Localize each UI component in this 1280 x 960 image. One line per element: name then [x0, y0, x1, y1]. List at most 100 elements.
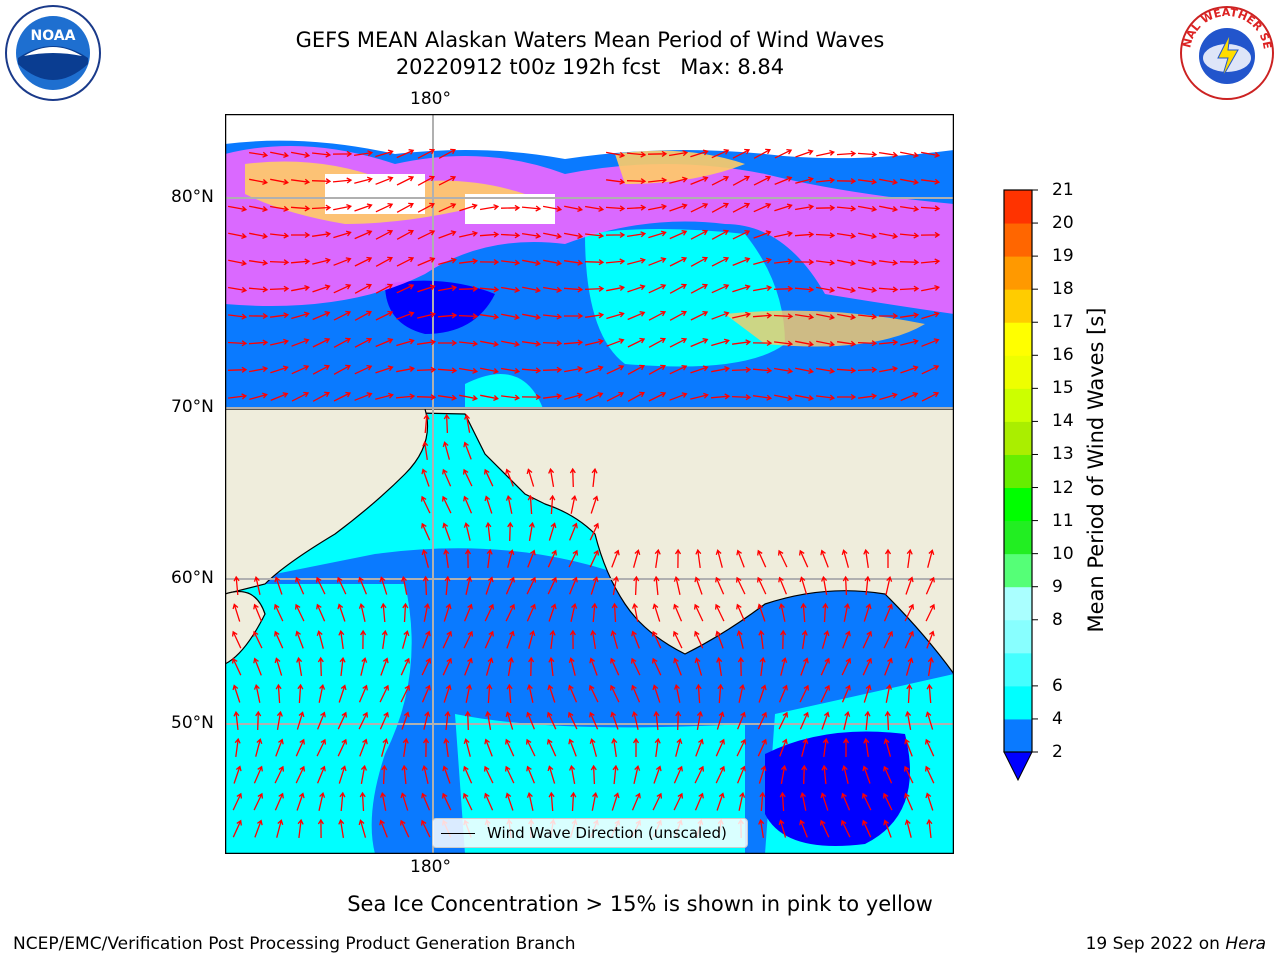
wave-direction-arrow [417, 311, 437, 319]
wave-direction-arrow [402, 602, 409, 623]
wave-direction-arrow [464, 548, 472, 569]
wave-direction-arrow [648, 177, 668, 184]
wave-direction-arrow [626, 178, 647, 185]
footer-date: 19 Sep 2022 on [1085, 934, 1226, 954]
wave-direction-arrow [227, 340, 248, 347]
wave-direction-arrow [591, 602, 598, 623]
colorbar-tick-label: 21 [1052, 180, 1074, 200]
wave-direction-arrow [548, 791, 555, 812]
wave-direction-arrow [402, 737, 409, 757]
wave-direction-arrow [690, 338, 709, 348]
wave-direction-arrow [732, 311, 752, 319]
wave-direction-arrow [248, 339, 269, 346]
wave-direction-arrow [396, 311, 415, 320]
wave-direction-arrow [269, 285, 290, 292]
wave-direction-arrow [564, 205, 583, 213]
wave-direction-arrow [249, 205, 268, 213]
wave-direction-arrow [606, 178, 626, 185]
wave-direction-arrow [255, 710, 262, 731]
wave-direction-arrow [626, 231, 647, 238]
wave-direction-arrow [584, 259, 605, 266]
wave-direction-arrow [758, 818, 765, 839]
wave-direction-arrow [883, 603, 893, 622]
wave-direction-arrow [526, 765, 536, 784]
wave-direction-arrow [248, 312, 269, 320]
wave-direction-arrow [711, 256, 730, 267]
wave-direction-arrow [841, 684, 851, 703]
wave-direction-arrow [836, 178, 857, 185]
wave-direction-arrow [465, 575, 473, 595]
wave-direction-arrow [837, 340, 857, 347]
wave-direction-arrow [631, 603, 639, 622]
wave-direction-arrow [526, 791, 534, 811]
wave-direction-arrow [669, 364, 688, 375]
wave-direction-arrow [732, 202, 751, 213]
wave-direction-arrow [794, 286, 815, 293]
wave-direction-arrow [836, 232, 857, 239]
wave-direction-arrow [526, 576, 537, 595]
wave-direction-arrow [863, 684, 872, 703]
wave-direction-arrow [585, 392, 604, 402]
wave-direction-arrow [798, 549, 809, 568]
wave-direction-arrow [421, 764, 429, 784]
wave-direction-arrow [249, 178, 268, 186]
wave-direction-arrow [778, 602, 786, 622]
lon-label-top: 180° [410, 89, 451, 109]
wave-direction-arrow [442, 522, 451, 541]
wave-direction-arrow [375, 392, 394, 400]
wave-direction-arrow [527, 549, 536, 568]
wave-direction-arrow [339, 656, 346, 676]
wave-direction-arrow [526, 711, 536, 730]
wave-direction-arrow [925, 711, 934, 730]
wave-direction-arrow [396, 256, 415, 267]
wave-direction-arrow [843, 603, 851, 622]
wave-direction-arrow [690, 310, 709, 321]
wave-direction-arrow [862, 819, 872, 838]
wave-direction-arrow [627, 364, 645, 375]
wave-direction-arrow [883, 819, 892, 838]
wave-direction-arrow [841, 657, 852, 676]
wave-direction-arrow [564, 366, 583, 373]
wave-direction-arrow [500, 232, 521, 239]
wave-direction-arrow [878, 286, 899, 293]
wave-direction-arrow [878, 339, 899, 346]
wave-direction-arrow [486, 683, 493, 704]
wave-direction-arrow [375, 149, 394, 158]
wave-direction-arrow [794, 259, 815, 266]
wave-direction-arrow [738, 684, 746, 703]
wave-direction-arrow [359, 738, 368, 757]
wave-direction-arrow [528, 656, 535, 677]
colorbar-tick-label: 8 [1052, 609, 1063, 630]
wave-direction-arrow [926, 683, 933, 704]
wave-direction-arrow [694, 765, 705, 784]
wave-direction-arrow [924, 765, 935, 784]
wave-direction-arrow [924, 738, 935, 757]
wave-direction-arrow [920, 205, 941, 212]
wave-direction-arrow [375, 310, 394, 321]
wave-direction-arrow [690, 149, 709, 158]
wave-direction-arrow [417, 339, 437, 346]
wave-direction-arrow [774, 148, 793, 159]
wave-direction-arrow [588, 684, 599, 703]
wave-direction-arrow [505, 468, 514, 487]
wave-direction-arrow [626, 204, 647, 211]
wave-direction-arrow [815, 204, 836, 211]
wave-direction-arrow [275, 738, 284, 757]
wave-direction-arrow [563, 286, 584, 293]
wave-direction-arrow [711, 338, 730, 347]
wave-direction-arrow [463, 738, 471, 757]
wave-direction-arrow [500, 204, 521, 211]
wave-direction-arrow [738, 792, 746, 811]
wave-direction-arrow [463, 630, 474, 649]
wave-direction-arrow [693, 603, 704, 622]
wave-direction-arrow [464, 710, 471, 731]
wave-direction-arrow [521, 367, 542, 374]
wave-direction-arrow [633, 764, 641, 784]
wave-direction-arrow [354, 230, 373, 240]
wave-direction-arrow [609, 684, 620, 703]
wave-direction-arrow [774, 394, 793, 402]
wave-direction-arrow [249, 259, 269, 266]
wave-direction-arrow [333, 310, 352, 321]
wave-direction-arrow [276, 710, 283, 731]
wave-direction-arrow [423, 603, 431, 622]
